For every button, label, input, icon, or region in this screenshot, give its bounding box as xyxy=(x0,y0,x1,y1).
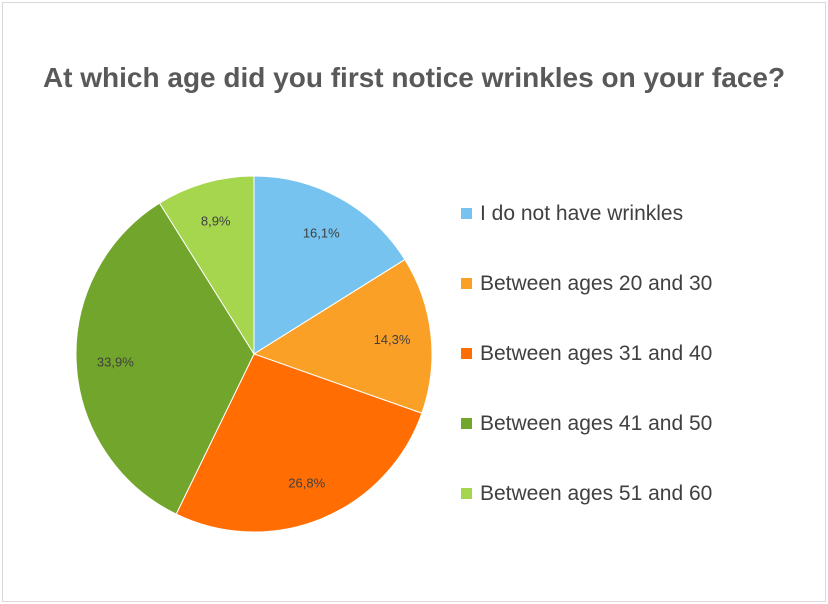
pie-data-label-1: 14,3% xyxy=(374,332,411,347)
pie-data-label-0: 16,1% xyxy=(303,226,340,241)
pie-data-label-2: 26,8% xyxy=(288,475,325,490)
legend-label: Between ages 31 and 40 xyxy=(480,342,713,365)
legend-label: Between ages 20 and 30 xyxy=(480,272,713,295)
legend-swatch xyxy=(461,418,472,429)
legend-label: Between ages 51 and 60 xyxy=(480,482,713,505)
legend-label: I do not have wrinkles xyxy=(480,202,684,225)
legend-swatch xyxy=(461,348,472,359)
pie-slice-2 xyxy=(175,353,423,533)
pie-slice-4 xyxy=(158,175,255,356)
legend-swatch xyxy=(461,208,472,219)
legend-swatch xyxy=(461,278,472,289)
chart-title: At which age did you first notice wrinkl… xyxy=(42,62,786,93)
pie-slice-3 xyxy=(75,202,255,515)
legend-label: Between ages 41 and 50 xyxy=(480,412,713,435)
pie-slice-0 xyxy=(253,175,406,355)
pie-data-label-3: 33,9% xyxy=(97,354,134,369)
pie-slice-1 xyxy=(252,258,433,414)
legend-swatch xyxy=(461,488,472,499)
pie-data-label-4: 8,9% xyxy=(201,214,231,229)
